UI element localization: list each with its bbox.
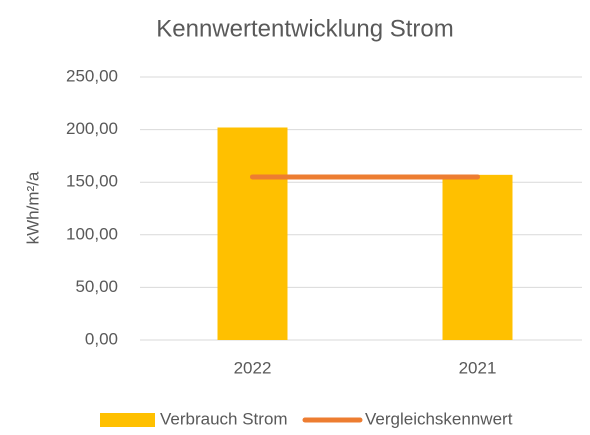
bar <box>442 174 513 340</box>
y-tick-label: 50,00 <box>75 277 118 296</box>
legend-label: Vergleichskennwert <box>365 409 513 428</box>
y-tick-label: 200,00 <box>66 119 118 138</box>
x-tick-label: 2022 <box>234 358 272 377</box>
chart-title: Kennwertentwicklung Strom <box>156 15 453 42</box>
y-tick-label: 150,00 <box>66 172 118 191</box>
x-tick-label: 2021 <box>459 358 497 377</box>
y-axis-label: kWh/m²/a <box>23 171 42 244</box>
legend-swatch <box>100 413 155 427</box>
y-tick-label: 0,00 <box>85 329 118 348</box>
bar <box>217 127 288 340</box>
y-tick-label: 100,00 <box>66 224 118 243</box>
y-tick-label: 250,00 <box>66 66 118 85</box>
legend-label: Verbrauch Strom <box>160 409 288 428</box>
